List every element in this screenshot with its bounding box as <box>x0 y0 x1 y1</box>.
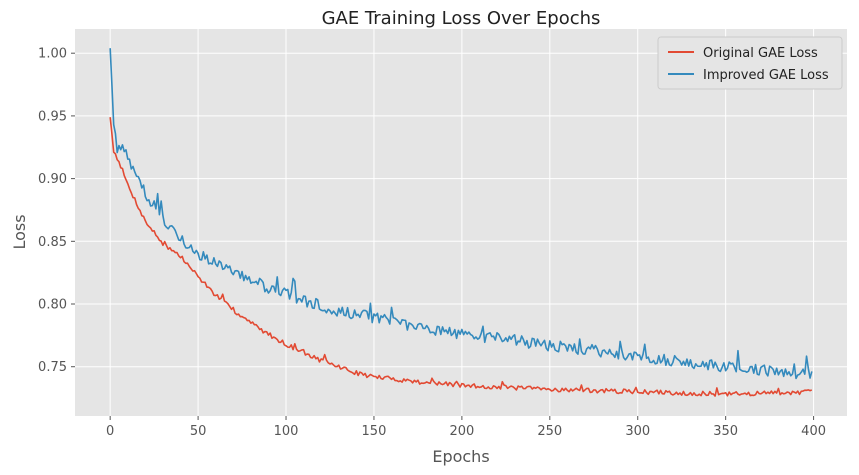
x-tick-label: 250 <box>537 424 562 439</box>
legend-box <box>657 36 843 90</box>
y-tick-label: 0.85 <box>38 235 67 250</box>
x-tick-label: 0 <box>106 424 114 439</box>
y-tick-label: 0.80 <box>38 298 67 313</box>
legend-label-original: Original GAE Loss <box>703 46 818 61</box>
chart-title: GAE Training Loss Over Epochs <box>322 8 601 29</box>
series-lines <box>109 48 813 397</box>
x-tick-label: 150 <box>362 424 387 439</box>
x-tick-labels: 0 50 100 150 200 250 300 350 400 <box>106 416 826 439</box>
y-tick-label: 1.00 <box>38 47 67 62</box>
legend: Original GAE Loss Improved GAE Loss <box>657 36 843 90</box>
legend-label-improved: Improved GAE Loss <box>703 68 829 83</box>
y-tick-label: 0.95 <box>38 109 67 124</box>
series-line-improved <box>109 48 813 380</box>
grid-lines <box>75 29 847 416</box>
plot-background <box>75 29 847 416</box>
x-tick-label: 350 <box>713 424 738 439</box>
x-tick-label: 400 <box>801 424 826 439</box>
x-tick-label: 300 <box>625 424 650 439</box>
series-line-original <box>109 117 813 397</box>
y-tick-labels: 0.75 0.80 0.85 0.90 0.95 1.00 <box>38 47 75 375</box>
y-tick-label: 0.75 <box>38 360 67 375</box>
y-tick-label: 0.90 <box>38 172 67 187</box>
x-tick-label: 200 <box>449 424 474 439</box>
x-tick-label: 100 <box>274 424 299 439</box>
y-axis-title: Loss <box>10 214 29 249</box>
x-tick-label: 50 <box>190 424 207 439</box>
x-axis-title: Epochs <box>432 447 489 466</box>
